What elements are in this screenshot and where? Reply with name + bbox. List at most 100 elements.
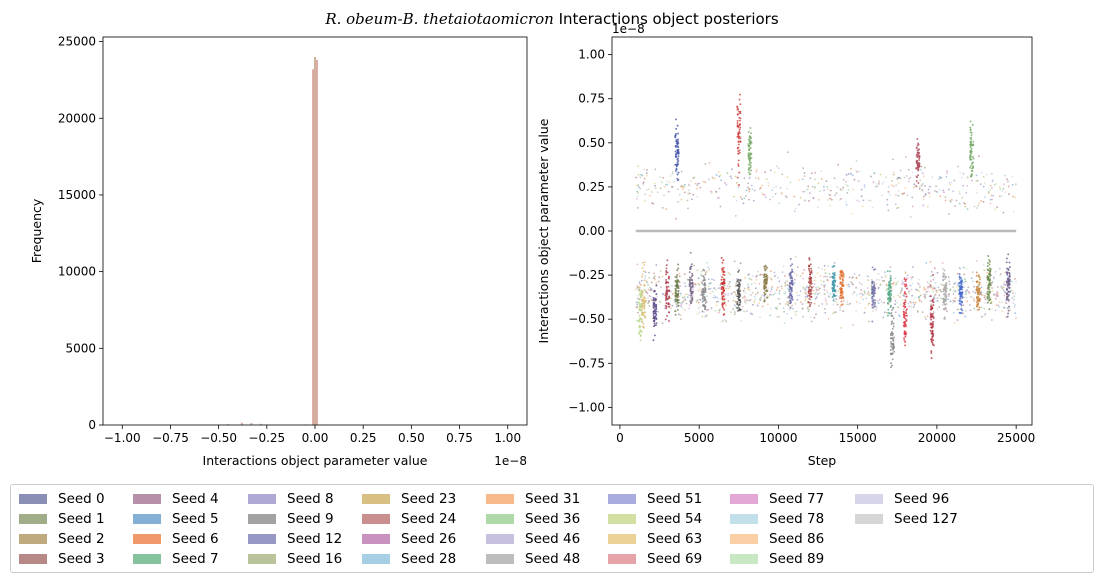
scatter-point	[639, 187, 642, 190]
scatter-point	[860, 195, 863, 198]
scatter-point	[682, 188, 684, 191]
scatter-point	[810, 289, 813, 292]
scatter-point	[931, 326, 933, 329]
scatter-point	[938, 189, 941, 192]
scatter-point	[769, 290, 772, 293]
scatter-point	[969, 303, 972, 306]
scatter-point	[926, 281, 929, 283]
scatter-point	[895, 281, 898, 284]
scatter-point	[959, 297, 962, 300]
scatter-point	[929, 315, 932, 317]
scatter-point	[653, 275, 656, 278]
scatter-point	[899, 303, 902, 306]
scatter-point	[688, 271, 691, 274]
scatter-point	[952, 290, 955, 293]
scatter-point	[787, 303, 789, 306]
legend-swatch	[608, 494, 636, 504]
legend-item: Seed 0	[19, 490, 105, 508]
scatter-point	[920, 184, 923, 187]
scatter-point	[676, 281, 679, 284]
scatter-point	[643, 306, 646, 309]
scatter-point	[870, 175, 872, 178]
scatter-point	[979, 183, 982, 186]
scatter-point	[958, 273, 961, 276]
scatter-point	[944, 287, 947, 290]
scatter-point	[666, 259, 669, 262]
scatter-point	[924, 316, 926, 318]
histogram-x-tick-label: −0.75	[152, 431, 189, 445]
scatter-point	[709, 282, 712, 285]
scatter-point	[915, 154, 918, 157]
scatter-point	[976, 297, 979, 300]
scatter-point	[767, 184, 770, 187]
scatter-point	[851, 174, 854, 177]
scatter-point	[763, 293, 766, 296]
histogram-x-tick-label: −0.25	[248, 431, 285, 445]
scatter-point	[927, 188, 930, 191]
scatter-point	[652, 296, 655, 299]
scatter-point	[991, 308, 993, 310]
scatter-point	[638, 325, 641, 328]
scatter-point	[678, 275, 681, 277]
scatter-point	[699, 294, 702, 296]
scatter-point	[881, 182, 884, 185]
scatter-point	[648, 276, 651, 279]
scatter-point	[755, 278, 758, 281]
scatter-point	[972, 298, 975, 300]
scatter-point	[803, 291, 806, 293]
scatter-point	[643, 264, 646, 267]
legend-swatch	[133, 514, 161, 524]
scatter-point	[894, 299, 897, 302]
scatter-point	[977, 155, 980, 158]
scatter-point	[1006, 284, 1009, 287]
scatter-point	[730, 293, 732, 295]
scatter-point	[829, 293, 831, 295]
scatter-point	[906, 285, 909, 288]
scatter-point	[969, 126, 972, 129]
scatter-point	[665, 264, 668, 267]
scatter-point	[820, 170, 823, 173]
scatter-point	[635, 176, 637, 179]
scatter-point	[964, 280, 967, 283]
scatter-point	[751, 291, 754, 294]
scatter-point	[713, 287, 715, 290]
scatter-point	[650, 288, 653, 290]
scatter-point	[974, 291, 977, 294]
scatter-point	[812, 285, 815, 288]
scatter-point	[738, 151, 741, 154]
scatter-point	[669, 297, 672, 300]
scatter-point	[873, 288, 876, 291]
scatter-point	[984, 302, 986, 304]
scatter-point	[878, 279, 881, 281]
scatter-point	[775, 185, 778, 188]
scatter-point	[973, 285, 975, 288]
scatter-point	[755, 170, 758, 173]
scatter-point	[753, 189, 756, 192]
scatter-point	[1004, 291, 1006, 294]
scatter-point	[903, 337, 905, 340]
scatter-point	[825, 300, 827, 303]
legend-item: Seed 7	[133, 550, 219, 568]
scatter-point	[988, 308, 991, 311]
scatter-point	[917, 148, 920, 151]
scatter-point	[791, 283, 794, 286]
scatter-point	[749, 299, 752, 301]
scatter-point	[887, 185, 890, 188]
scatter-point	[823, 286, 826, 288]
scatter-point	[988, 296, 991, 299]
scatter-point	[1008, 272, 1011, 275]
scatter-point	[795, 291, 798, 294]
scatter-point	[961, 309, 964, 312]
scatter-point	[824, 275, 827, 278]
scatter-point	[719, 274, 722, 277]
scatter-point	[869, 199, 872, 202]
scatter-point	[644, 271, 647, 273]
scatter-point	[654, 310, 657, 313]
scatter-point	[936, 297, 939, 299]
scatter-point	[776, 305, 779, 308]
scatter-point	[839, 270, 842, 273]
scatter-point	[716, 174, 718, 177]
legend-item: Seed 24	[362, 510, 456, 528]
scatter-point	[739, 103, 742, 106]
scatter-point	[809, 273, 812, 276]
